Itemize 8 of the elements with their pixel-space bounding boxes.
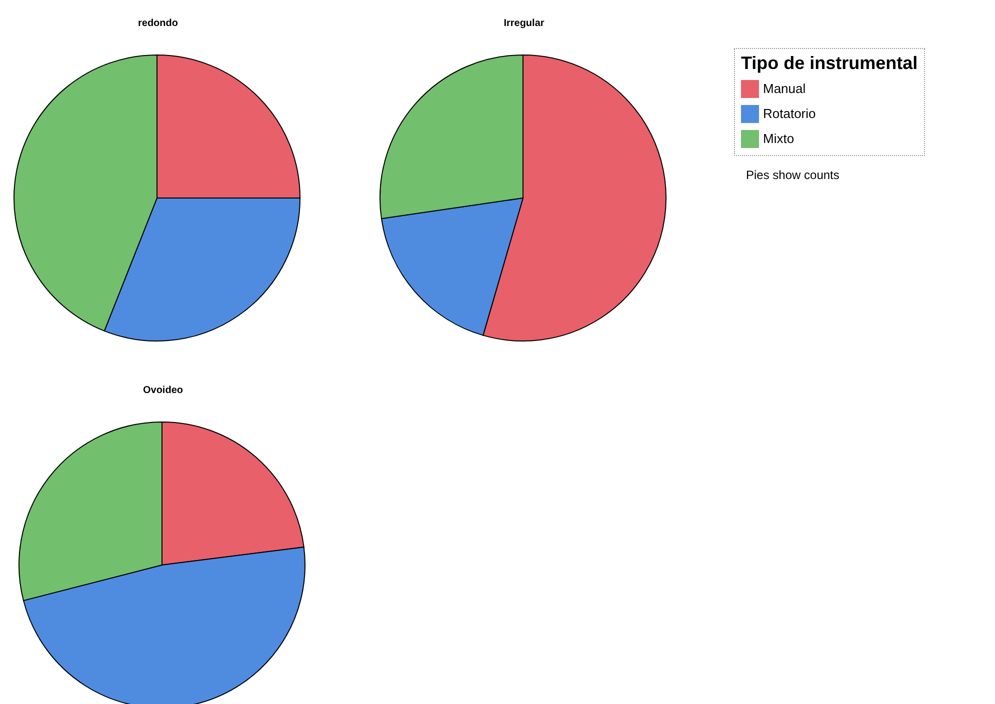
- legend-label: Rotatorio: [762, 105, 817, 123]
- legend-title: Tipo de instrumental: [741, 53, 918, 74]
- chart-title: redondo: [137, 18, 179, 29]
- legend-label: Mixto: [762, 130, 796, 148]
- chart-title: Irregular: [502, 18, 546, 29]
- legend-label: Manual: [762, 80, 807, 98]
- text: Pies show counts: [746, 168, 840, 182]
- chart-title: Ovoideo: [142, 385, 184, 396]
